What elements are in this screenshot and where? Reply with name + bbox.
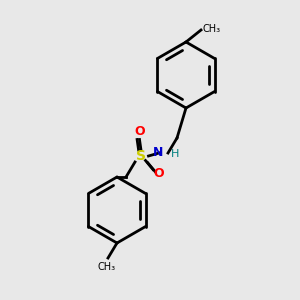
Text: N: N	[153, 146, 164, 160]
Text: O: O	[154, 167, 164, 181]
Text: CH₃: CH₃	[202, 23, 220, 34]
Text: S: S	[136, 149, 146, 163]
Text: H: H	[171, 149, 179, 160]
Text: CH₃: CH₃	[98, 262, 116, 272]
Text: O: O	[134, 125, 145, 139]
